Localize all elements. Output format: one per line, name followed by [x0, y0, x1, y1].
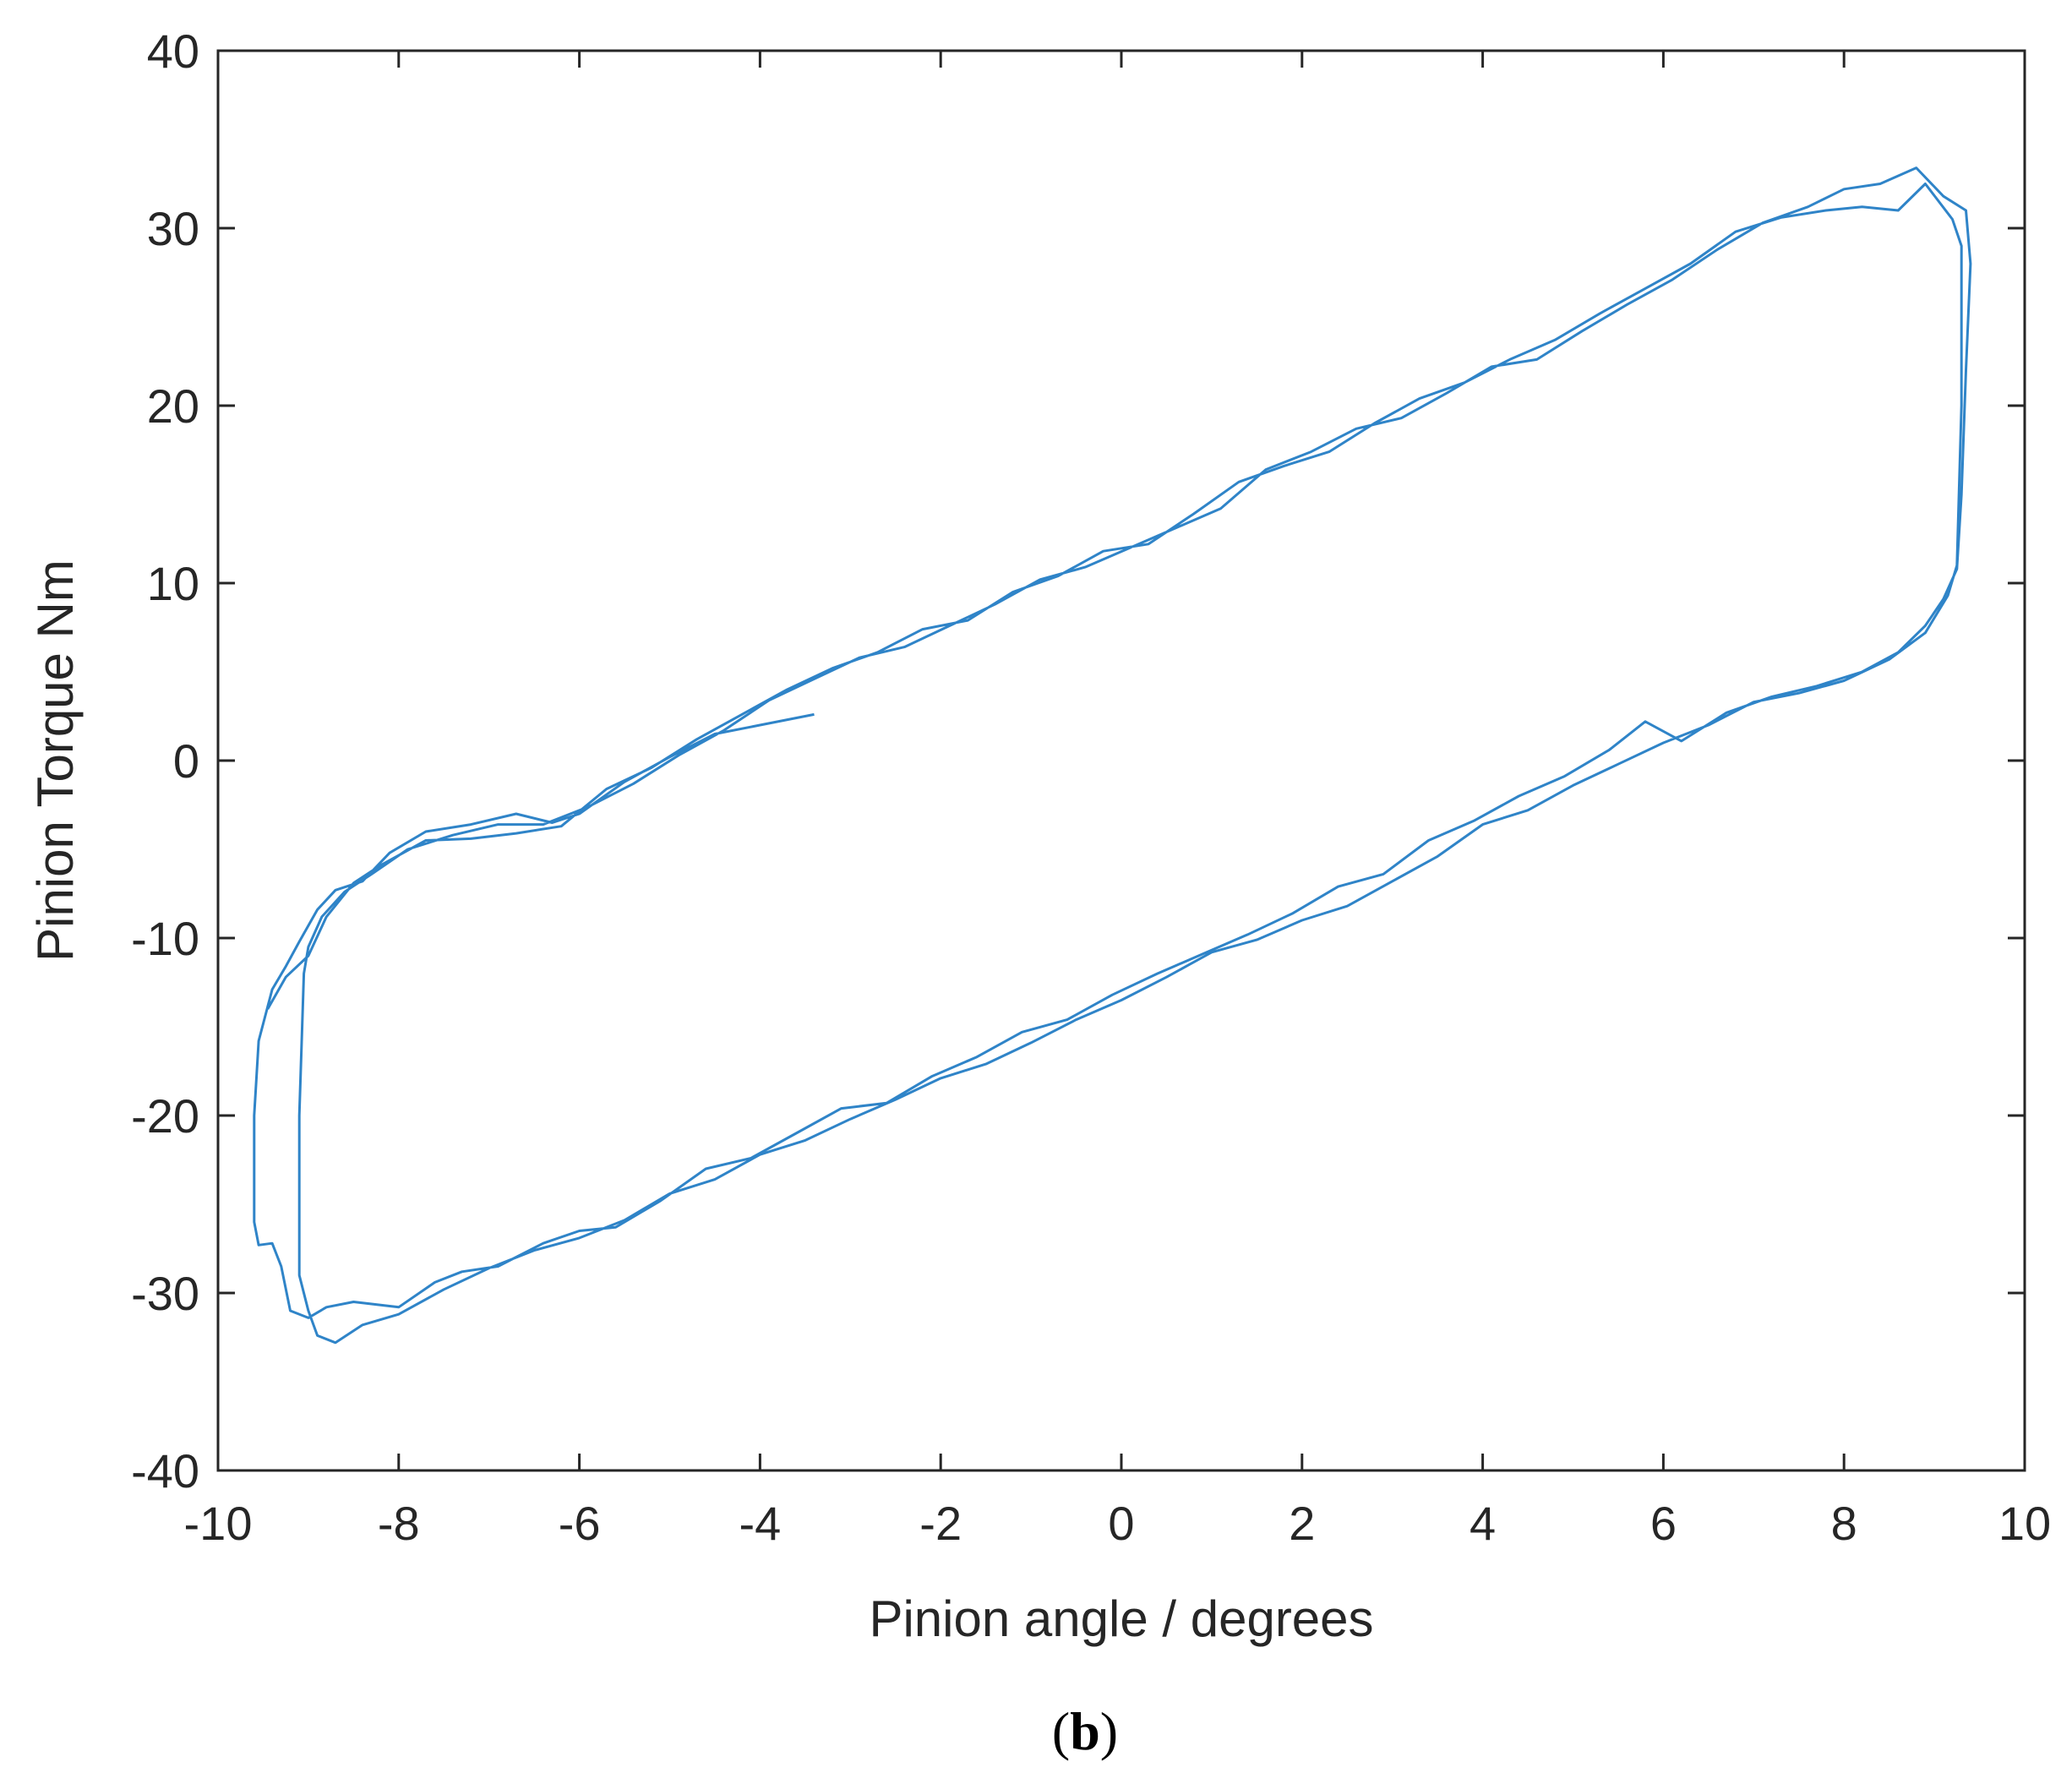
figure-caption: (b)	[1052, 1701, 1118, 1761]
x-tick-label: -8	[378, 1497, 420, 1550]
x-axis-label: Pinion angle / degrees	[869, 1590, 1373, 1647]
series-line	[253, 166, 1972, 1345]
y-tick-label: 20	[147, 379, 199, 433]
y-tick-label: 40	[147, 25, 199, 78]
y-tick-label: 10	[147, 557, 199, 610]
plot-area	[218, 51, 2025, 1470]
x-tick-label: -6	[559, 1497, 601, 1550]
y-tick-label: 30	[147, 202, 199, 255]
y-tick-label: -10	[131, 912, 199, 965]
x-tick-label: 10	[1998, 1497, 2051, 1550]
plot-frame	[216, 49, 2026, 1472]
y-tick-label: 0	[173, 734, 199, 788]
y-tick-label: -20	[131, 1089, 199, 1143]
data-series	[253, 166, 1972, 1345]
x-tick-label: 2	[1289, 1497, 1315, 1550]
x-tick-label: -10	[184, 1497, 253, 1550]
y-tick-label: -40	[131, 1444, 199, 1498]
x-tick-label: -2	[919, 1497, 962, 1550]
caption-close-paren: )	[1100, 1701, 1118, 1761]
caption-letter: b	[1070, 1701, 1100, 1761]
x-tick-label: 8	[1831, 1497, 1857, 1550]
y-tick-label: -30	[131, 1267, 199, 1320]
x-tick-label: 0	[1108, 1497, 1134, 1550]
y-axis-label: Pinion Torque Nm	[27, 559, 84, 962]
x-tick-label: 4	[1469, 1497, 1496, 1550]
caption-open-paren: (	[1052, 1701, 1070, 1761]
x-tick-label: -4	[739, 1497, 782, 1550]
x-tick-label: 6	[1650, 1497, 1677, 1550]
